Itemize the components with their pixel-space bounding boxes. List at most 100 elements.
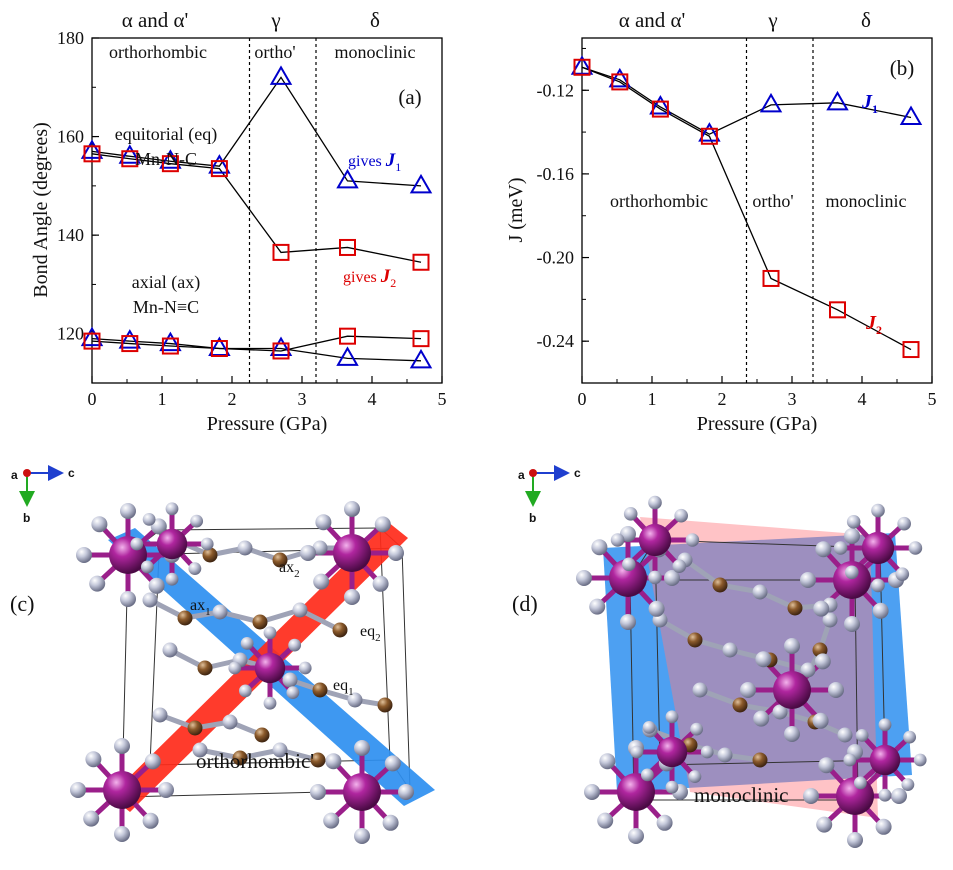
nitrogen-atom (300, 545, 316, 561)
nitrogen-atom (140, 560, 154, 574)
manganese-atom (103, 771, 141, 809)
atoms (70, 501, 414, 844)
nitrogen-atom (648, 570, 662, 585)
data-point-triangle (118, 144, 142, 164)
nitrogen-atom (325, 753, 342, 770)
data-point-triangle (698, 122, 721, 142)
data-point-triangle (159, 149, 182, 169)
nitrogen-atom (822, 612, 838, 628)
caption-orthorhombic-prime: orthorhombic' (196, 749, 314, 773)
series-lines (581, 66, 912, 351)
nitrogen-atom (286, 686, 300, 700)
nitrogen-atom (576, 570, 592, 586)
y-tick-label: -0.16 (537, 164, 575, 184)
manganese-atom (609, 559, 647, 597)
data-point-triangle (409, 173, 433, 194)
manganese-atom (156, 528, 188, 560)
data-point-triangle (759, 92, 783, 113)
phase-label-gamma: γ (767, 8, 777, 32)
nitrogen-atom (398, 784, 414, 800)
nitrogen-atom (114, 826, 130, 842)
manganese-atom (254, 652, 286, 684)
data-point-square (412, 253, 430, 271)
nitrogen-atom (388, 545, 404, 561)
series-lines (91, 76, 422, 362)
nitrogen-atom (828, 682, 844, 698)
nitrogen-atom (192, 742, 208, 758)
nitrogen-atom (347, 692, 363, 708)
x-tick-label: 3 (298, 389, 307, 409)
nitrogen-atom (872, 602, 889, 619)
x-tick-label: 1 (158, 389, 167, 409)
nitrogen-atom (91, 516, 108, 533)
nitrogen-atom (70, 782, 86, 798)
nitrogen-atom (292, 602, 308, 618)
nitrogen-atom (237, 540, 253, 556)
nitrogen-atom (142, 812, 159, 829)
carbon-atom (732, 697, 748, 713)
carbon-atom (377, 697, 393, 713)
nitrogen-atom (752, 584, 768, 600)
data-point-square (83, 332, 101, 350)
data-point-square (272, 243, 290, 261)
nitrogen-atom (584, 784, 600, 800)
panel-label-a: (a) (398, 85, 421, 109)
y-tick-label: 140 (57, 225, 84, 245)
x-tick-label: 0 (88, 389, 97, 409)
manganese-atom (869, 744, 901, 776)
nitrogen-atom (610, 533, 625, 547)
nitrogen-atom (843, 753, 857, 767)
data-point-square (339, 238, 356, 256)
axis-triad: a c b (11, 465, 75, 525)
y-tick-label: 160 (57, 127, 84, 147)
y-tick-label: 120 (57, 324, 84, 344)
phase-label-alpha: α and α' (122, 8, 189, 32)
nitrogen-atom (665, 780, 679, 794)
nitrogen-atom (800, 662, 816, 678)
x-tick-label: 3 (788, 389, 797, 409)
nitrogen-atom (83, 810, 100, 827)
manganese-atom (656, 736, 688, 768)
nitrogen-atom (845, 565, 859, 580)
nitrogen-atom (816, 816, 833, 833)
nitrogen-atom (818, 757, 835, 774)
nitrogen-atom (648, 600, 665, 617)
carbon-atom (254, 727, 270, 743)
annotation-j1: J1 (861, 91, 878, 116)
data-point-square (161, 155, 179, 173)
data-point-square (762, 269, 780, 287)
nitrogen-atom (814, 653, 831, 670)
carbon-atom (712, 577, 728, 593)
series-markers (570, 55, 923, 359)
tick-labels: 0 1 2 3 4 5 -0.12 -0.16 -0.20 -0.24 (537, 80, 937, 409)
axis-b-label: b (529, 511, 536, 525)
phase-label-delta: δ (861, 8, 871, 32)
nitrogen-atom (685, 533, 700, 547)
nitrogen-atom (688, 770, 702, 784)
data-point-square (829, 301, 846, 319)
nitrogen-atom (628, 828, 644, 844)
axis-c-label: c (68, 466, 75, 480)
label-ax2: ax2 (279, 559, 300, 580)
manganese-atom (861, 531, 895, 565)
nitrogen-atom (165, 572, 179, 586)
data-point-triangle (80, 326, 104, 347)
nitrogen-atom (853, 776, 867, 790)
pink-plane (640, 517, 878, 818)
phase-boundaries (248, 38, 317, 383)
y-tick-label: -0.20 (537, 248, 575, 268)
nitrogen-atom (263, 696, 277, 710)
nitrogen-atom (813, 600, 830, 617)
nitrogen-atom (188, 562, 202, 576)
data-point-triangle (570, 55, 594, 75)
nitrogen-atom (144, 753, 161, 770)
x-tick-label: 2 (718, 389, 727, 409)
carbon-atom (272, 552, 288, 568)
nitrogen-atom (372, 575, 389, 592)
nitrogen-atom (85, 751, 102, 768)
data-point-square (161, 337, 179, 355)
nitrogen-atom (640, 768, 654, 782)
nitrogen-atom (665, 710, 679, 724)
nitrogen-atom (165, 502, 179, 516)
